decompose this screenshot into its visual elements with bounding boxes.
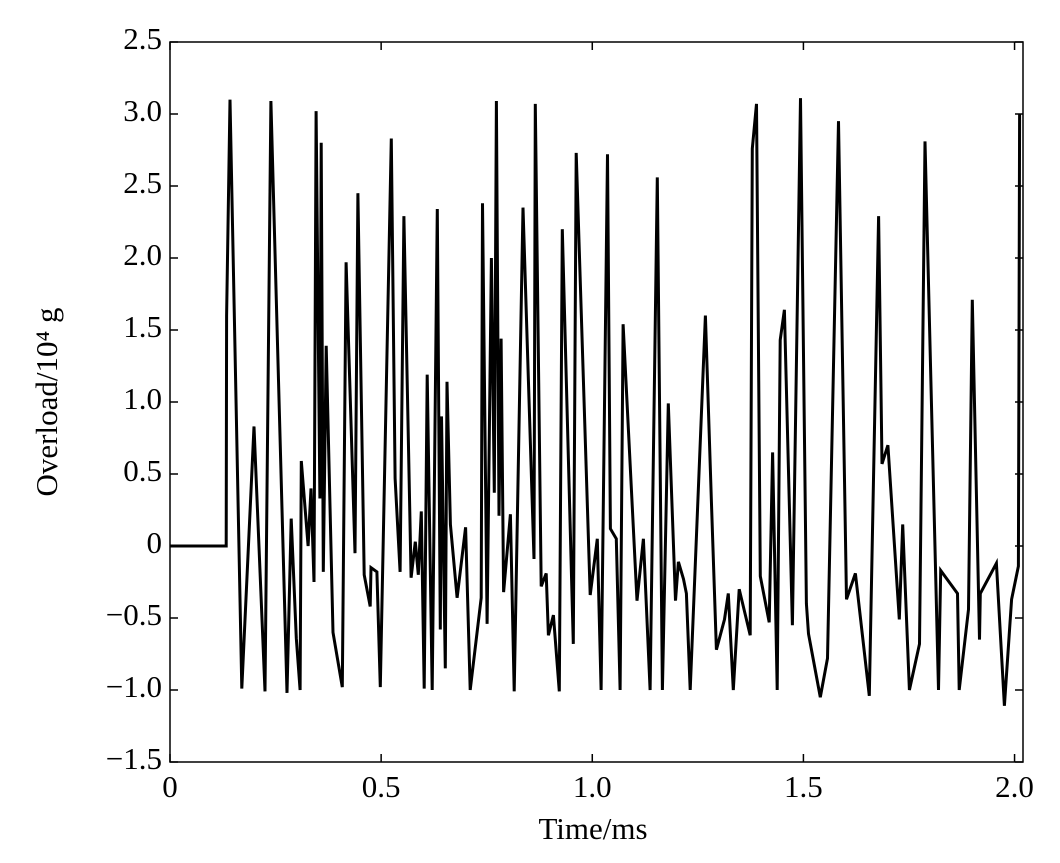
y-axis-label: Overload/10⁴ g bbox=[29, 307, 64, 496]
y-tick-label: 2.5 bbox=[123, 165, 162, 200]
y-tick-label: 0 bbox=[147, 525, 163, 560]
y-tick-label: 1.0 bbox=[123, 381, 162, 416]
x-tick-label: 1.5 bbox=[784, 769, 823, 804]
y-tick-label: 1.5 bbox=[123, 309, 162, 344]
x-tick-label: 2.0 bbox=[995, 769, 1034, 804]
y-tick-label: 2.0 bbox=[123, 237, 162, 272]
y-tick-label: 3.0 bbox=[123, 93, 162, 128]
data-line bbox=[170, 98, 1022, 706]
x-axis-label: Time/ms bbox=[538, 811, 647, 846]
y-tick-label: −0.5 bbox=[106, 597, 162, 632]
x-tick-label: 0.5 bbox=[362, 769, 401, 804]
y-tick-label: 2.5 bbox=[123, 21, 162, 56]
y-tick-label: −1.0 bbox=[106, 669, 162, 704]
x-tick-label: 0 bbox=[162, 769, 178, 804]
x-tick-label: 1.0 bbox=[573, 769, 612, 804]
y-tick-label: −1.5 bbox=[106, 741, 162, 776]
y-tick-label: 0.5 bbox=[123, 453, 162, 488]
